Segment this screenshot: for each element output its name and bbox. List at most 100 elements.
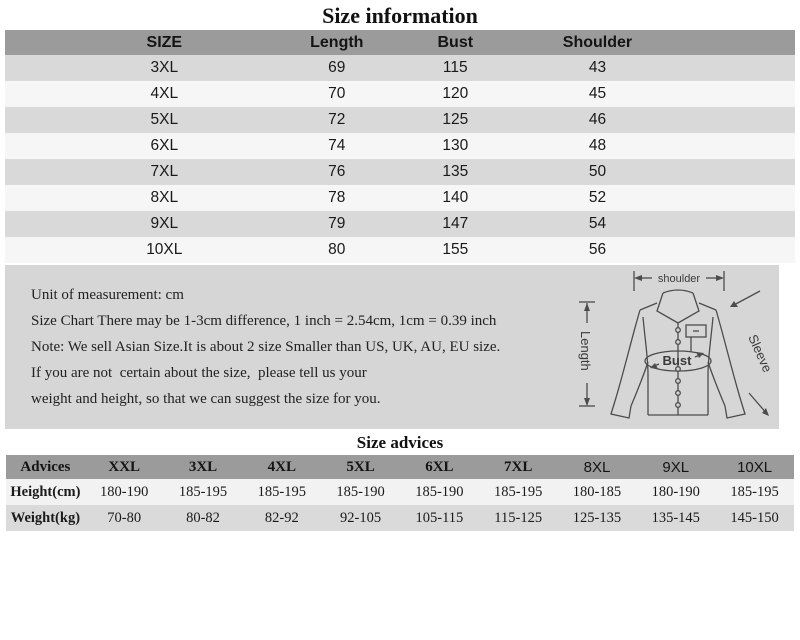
shoulder-cell: 43 <box>510 55 685 81</box>
weight-cell: 135-145 <box>636 505 716 531</box>
size-cell: 5XL <box>5 107 274 133</box>
size-cell: 10XL <box>5 237 274 263</box>
advices-column-header: XXL <box>84 455 164 479</box>
weight-cell: 115-125 <box>478 505 558 531</box>
filler-cell <box>684 81 795 107</box>
weight-cell: 105-115 <box>399 505 479 531</box>
shoulder-cell: 54 <box>510 211 685 237</box>
table-row-5xl: 5XL 72 125 46 <box>5 107 795 133</box>
bust-cell: 115 <box>399 55 511 81</box>
shirt-measurement-diagram: shoulder <box>564 265 779 429</box>
size-cell: 6XL <box>5 133 274 159</box>
table-row-8xl: 8XL 78 140 52 <box>5 185 795 211</box>
advices-column-header: 4XL <box>242 455 322 479</box>
advices-column-header: 9XL <box>636 455 716 479</box>
length-arrow <box>579 301 595 407</box>
weight-cell: 125-135 <box>557 505 637 531</box>
shoulder-cell: 50 <box>510 159 685 185</box>
note-line: Note: We sell Asian Size.It is about 2 s… <box>31 339 501 355</box>
filler-cell <box>684 237 795 263</box>
advices-column-header: 10XL <box>715 455 794 479</box>
note-line: weight and height, so that we can sugges… <box>31 391 381 407</box>
advices-column-header: Advices <box>6 455 85 479</box>
jacket-outline <box>610 289 746 419</box>
height-cell: 180-190 <box>636 479 716 505</box>
filler-cell <box>684 159 795 185</box>
length-cell: 76 <box>273 159 400 185</box>
size-table: SIZE Length Bust Shoulder 3XL 69 115 43 … <box>5 30 795 263</box>
filler-cell <box>684 107 795 133</box>
size-cell: 7XL <box>5 159 274 185</box>
advices-column-header: 7XL <box>478 455 558 479</box>
length-cell: 69 <box>273 55 400 81</box>
filler-cell <box>684 185 795 211</box>
table-row-10xl: 10XL 80 155 56 <box>5 237 795 263</box>
note-line: If you are not certain about the size, p… <box>31 365 367 381</box>
filler-cell <box>684 133 795 159</box>
advices-table: Advices XXL 3XL 4XL 5XL 6XL 7XL 8XL 9XL … <box>6 455 794 531</box>
height-cell: 185-190 <box>321 479 400 505</box>
size-cell: 3XL <box>5 55 274 81</box>
bust-cell: 147 <box>399 211 511 237</box>
bust-cell: 120 <box>399 81 511 107</box>
height-cell: 185-195 <box>163 479 243 505</box>
bust-cell: 135 <box>399 159 511 185</box>
shoulder-cell: 52 <box>510 185 685 211</box>
header-filler <box>684 30 795 55</box>
table-row-7xl: 7XL 76 135 50 <box>5 159 795 185</box>
advices-title: Size advices <box>356 433 444 452</box>
bust-cell: 155 <box>399 237 511 263</box>
length-cell: 72 <box>273 107 400 133</box>
height-cell: 185-195 <box>715 479 794 505</box>
bust-cell: 130 <box>399 133 511 159</box>
page-title: Size information <box>322 3 478 28</box>
shoulder-cell: 56 <box>510 237 685 263</box>
advices-column-header: 5XL <box>321 455 400 479</box>
length-label: Length <box>578 331 593 371</box>
notes-and-diagram-band: Unit of measurement: cm Size Chart There… <box>5 265 779 429</box>
bust-arrow <box>650 352 704 369</box>
filler-cell <box>684 55 795 81</box>
bust-cell: 125 <box>399 107 511 133</box>
table-row-3xl: 3XL 69 115 43 <box>5 55 795 81</box>
measurement-notes: Unit of measurement: cm Size Chart There… <box>5 265 564 429</box>
weight-row: Weight(kg) 70-80 80-82 82-92 92-105 105-… <box>6 505 794 531</box>
length-cell: 78 <box>273 185 400 211</box>
height-cell: 180-185 <box>557 479 637 505</box>
length-cell: 80 <box>273 237 400 263</box>
size-table-header-row: SIZE Length Bust Shoulder <box>5 30 795 55</box>
bust-cell: 140 <box>399 185 511 211</box>
shoulder-column-header: Shoulder <box>510 30 685 55</box>
advices-column-header: 8XL <box>557 455 637 479</box>
weight-cell: 145-150 <box>715 505 794 531</box>
note-line: Size Chart There may be 1-3cm difference… <box>31 313 497 329</box>
length-column-header: Length <box>273 30 400 55</box>
weight-cell: 82-92 <box>242 505 322 531</box>
sleeve-label: Sleeve <box>745 332 775 374</box>
row-label: Weight(kg) <box>6 505 85 531</box>
note-line: Unit of measurement: cm <box>31 287 184 303</box>
height-cell: 185-190 <box>399 479 479 505</box>
bust-label: Bust <box>663 353 693 368</box>
sleeve-arrow <box>730 290 769 416</box>
shoulder-label: shoulder <box>658 273 701 285</box>
height-cell: 185-195 <box>242 479 322 505</box>
table-row-6xl: 6XL 74 130 48 <box>5 133 795 159</box>
advices-column-header: 3XL <box>163 455 243 479</box>
size-cell: 8XL <box>5 185 274 211</box>
length-cell: 70 <box>273 81 400 107</box>
table-row-4xl: 4XL 70 120 45 <box>5 81 795 107</box>
shirt-diagram-svg: shoulder <box>578 271 775 419</box>
advices-column-header: 6XL <box>399 455 479 479</box>
advices-header-row: Advices XXL 3XL 4XL 5XL 6XL 7XL 8XL 9XL … <box>6 455 794 479</box>
weight-cell: 92-105 <box>321 505 400 531</box>
weight-cell: 80-82 <box>163 505 243 531</box>
size-cell: 9XL <box>5 211 274 237</box>
length-cell: 79 <box>273 211 400 237</box>
shoulder-cell: 46 <box>510 107 685 133</box>
table-row-9xl: 9XL 79 147 54 <box>5 211 795 237</box>
height-cell: 185-195 <box>478 479 558 505</box>
shoulder-cell: 45 <box>510 81 685 107</box>
row-label: Height(cm) <box>6 479 85 505</box>
